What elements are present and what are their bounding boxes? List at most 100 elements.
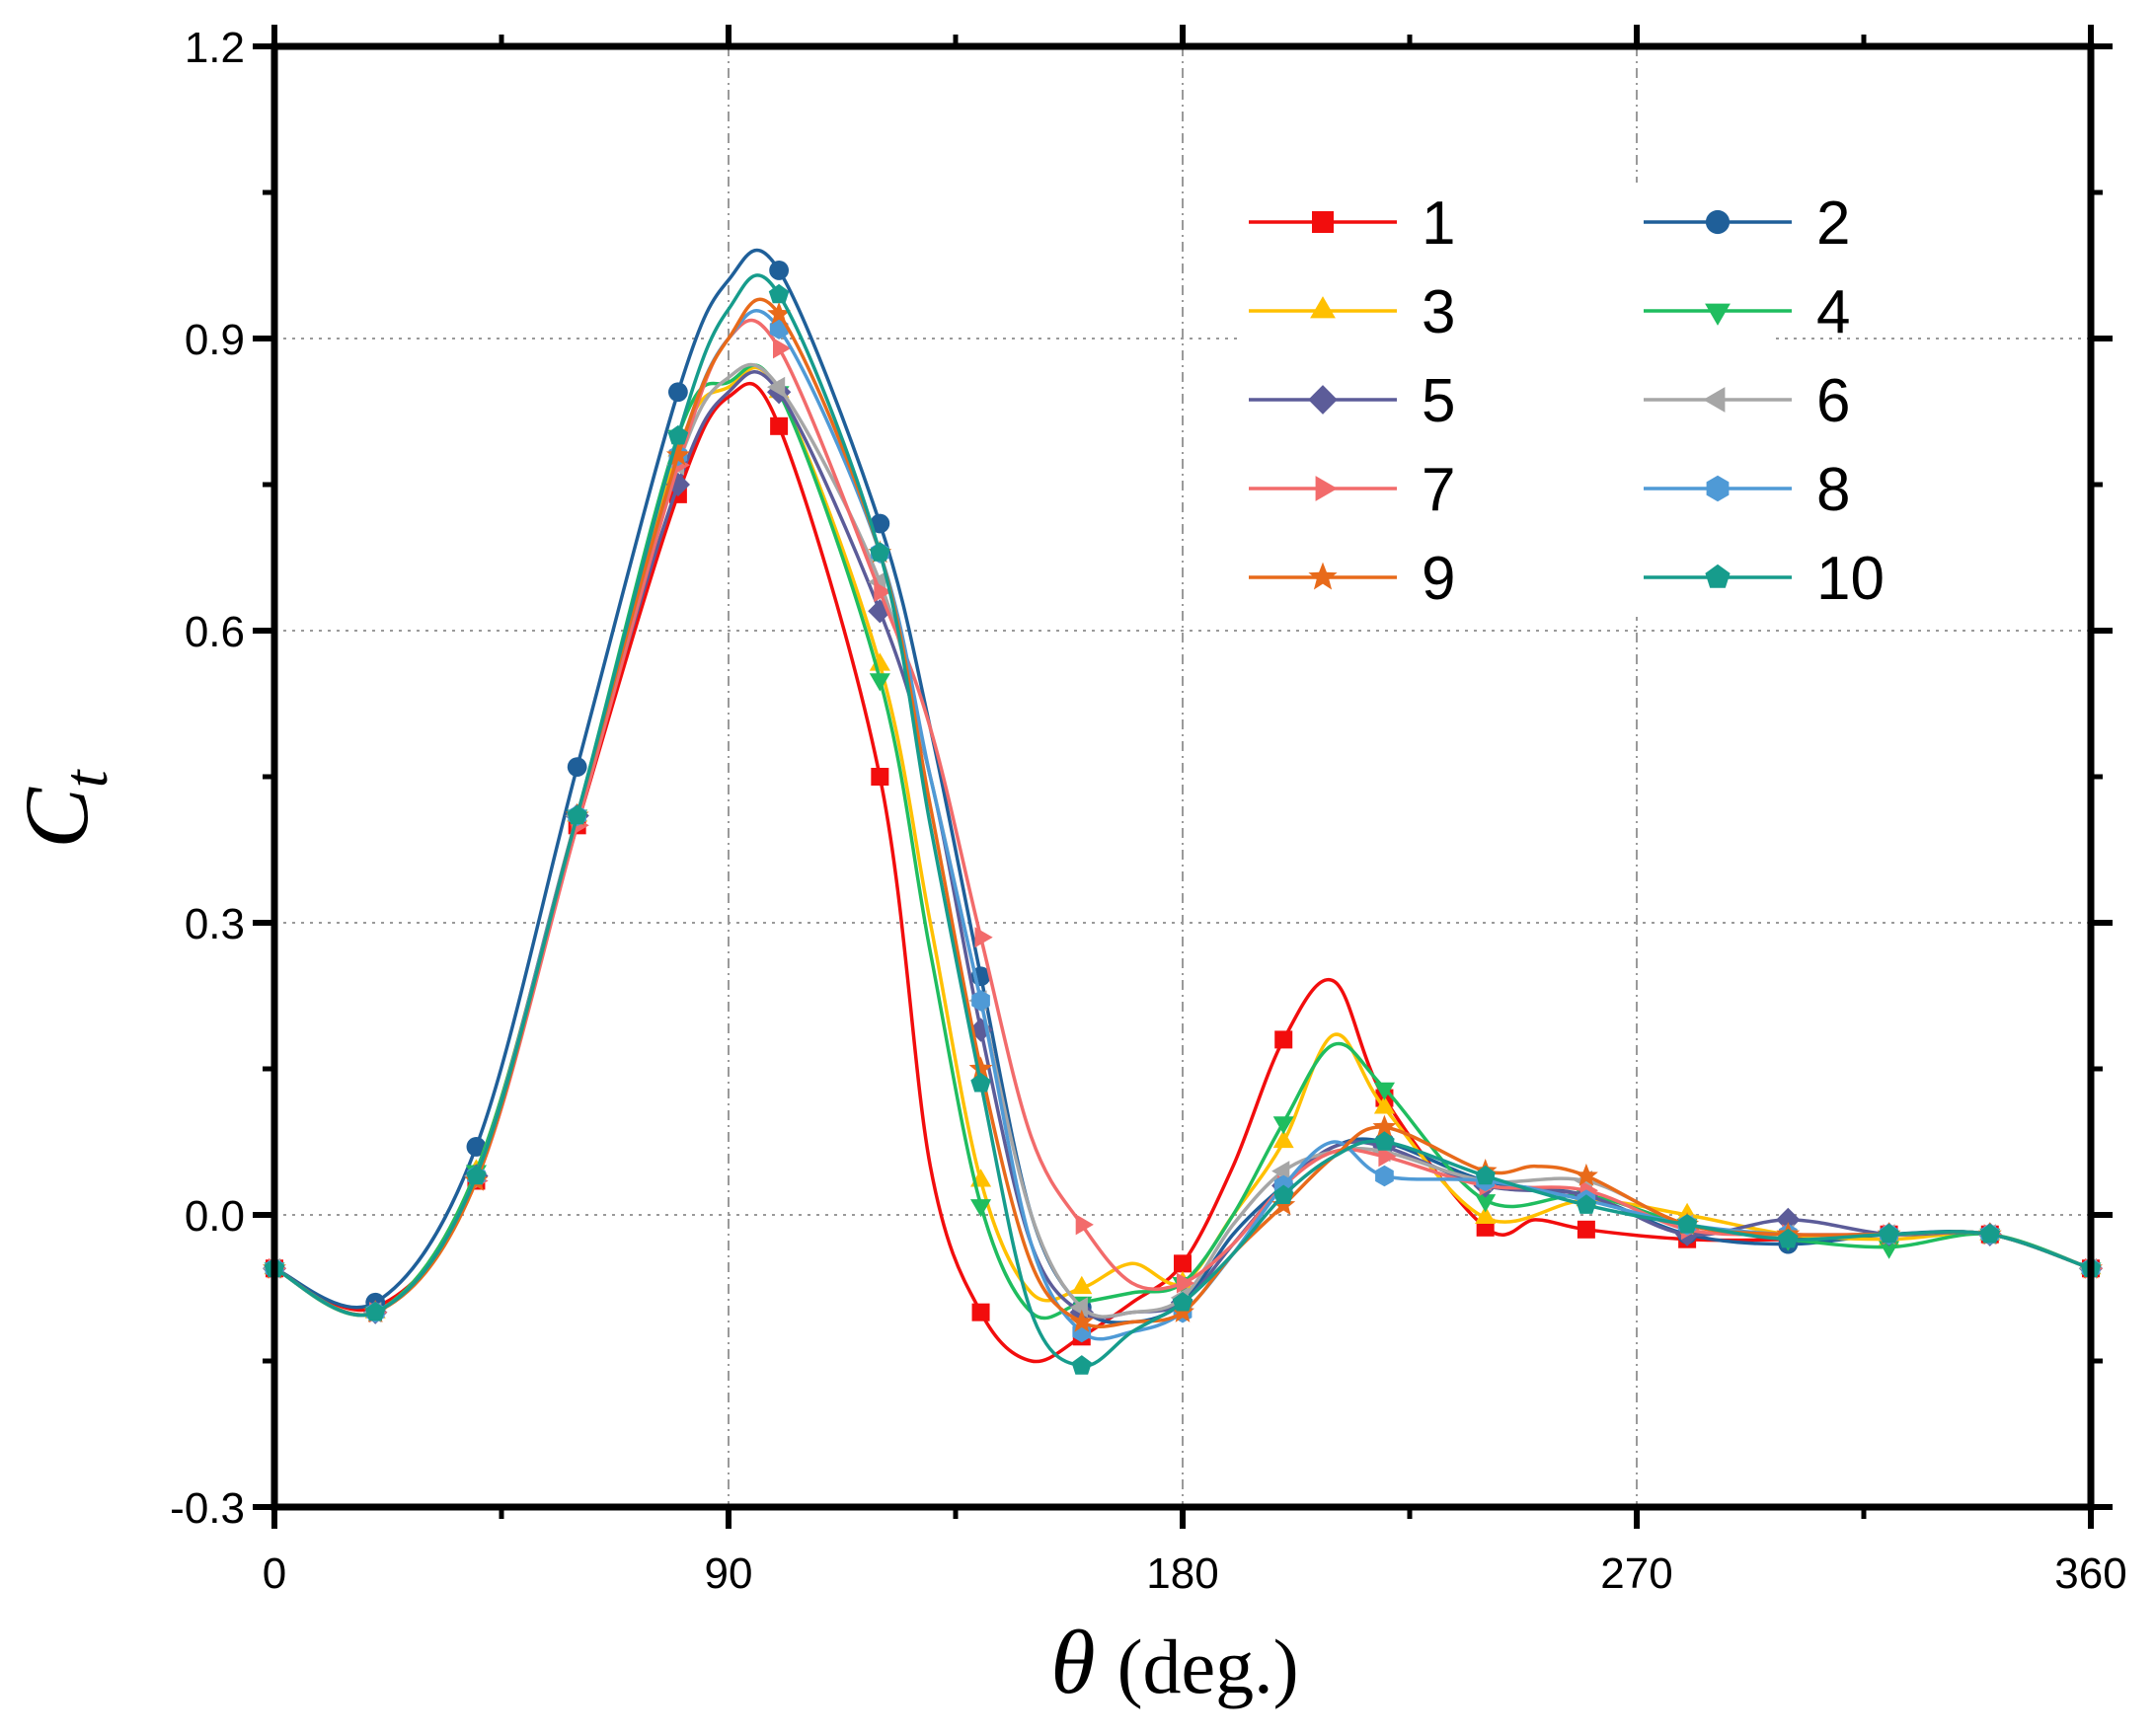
data-point-10 xyxy=(870,542,890,562)
data-point-10 xyxy=(1172,1292,1193,1312)
data-point-8 xyxy=(1375,1165,1394,1187)
data-point-1 xyxy=(1274,1030,1293,1049)
legend-label: 8 xyxy=(1816,456,1850,524)
data-point-10 xyxy=(667,424,689,445)
data-point-6 xyxy=(1069,1297,1088,1319)
legend-marker xyxy=(1705,564,1731,588)
data-point-3 xyxy=(1373,1095,1395,1114)
data-point-10 xyxy=(466,1165,487,1185)
x-tick-label: 360 xyxy=(2054,1549,2126,1598)
legend-item-7: 7 xyxy=(1249,456,1455,524)
data-point-7 xyxy=(1176,1272,1195,1294)
data-point-9 xyxy=(968,1056,993,1080)
data-point-10 xyxy=(365,1301,386,1321)
data-point-4 xyxy=(1373,1082,1395,1100)
legend-marker xyxy=(1312,211,1334,233)
legend-item-10: 10 xyxy=(1644,545,1885,613)
legend-item-1: 1 xyxy=(1249,189,1455,258)
y-axis-title: Ct xyxy=(6,768,120,848)
data-point-3 xyxy=(1272,1129,1294,1149)
data-point-10 xyxy=(768,283,790,304)
x-tick-label: 0 xyxy=(263,1549,286,1598)
data-point-2 xyxy=(870,513,890,534)
data-point-4 xyxy=(1879,1241,1900,1259)
data-point-7 xyxy=(1075,1214,1094,1236)
data-point-7 xyxy=(773,338,792,359)
x-tick-label: 270 xyxy=(1600,1549,1672,1598)
data-point-2 xyxy=(769,261,790,280)
y-tick-label: 0.0 xyxy=(185,1192,245,1241)
legend-marker xyxy=(1703,387,1726,413)
data-point-3 xyxy=(1071,1275,1093,1295)
data-point-10 xyxy=(1879,1223,1899,1244)
data-point-3 xyxy=(1475,1205,1497,1224)
x-axis-unit: (deg.) xyxy=(1117,1623,1299,1709)
legend-marker xyxy=(1705,209,1731,235)
y-tick-label: 0.3 xyxy=(185,900,245,948)
legend-marker xyxy=(1706,475,1730,502)
data-point-10 xyxy=(1071,1355,1092,1375)
legend-label: 4 xyxy=(1816,278,1850,346)
data-point-4 xyxy=(869,673,890,692)
legend-marker xyxy=(1705,303,1731,326)
data-point-6 xyxy=(767,376,786,398)
data-point-8 xyxy=(971,990,990,1012)
data-point-10 xyxy=(567,804,587,825)
y-axis-subscript: t xyxy=(50,768,120,788)
data-point-1 xyxy=(1577,1220,1595,1239)
data-point-10 xyxy=(1273,1184,1294,1204)
legend-marker xyxy=(1308,562,1338,590)
legend: 1 2 3 4 5 6 7 8 9 10 xyxy=(1239,183,1885,617)
data-point-9 xyxy=(767,301,792,325)
legend-label: 9 xyxy=(1422,545,1455,613)
series-line-10 xyxy=(273,273,2092,1368)
x-tick-label: 90 xyxy=(705,1549,753,1598)
data-point-4 xyxy=(1272,1116,1294,1135)
legend-marker xyxy=(1310,296,1336,319)
legend-item-8: 8 xyxy=(1644,456,1850,524)
legend-marker xyxy=(1315,476,1338,501)
data-point-2 xyxy=(567,757,587,778)
data-point-7 xyxy=(874,581,892,603)
y-axis-symbol: C xyxy=(6,787,107,849)
data-point-4 xyxy=(970,1199,992,1218)
x-axis-title: θ (deg.) xyxy=(1050,1612,1298,1712)
legend-label: 5 xyxy=(1422,367,1455,435)
data-point-10 xyxy=(1778,1228,1799,1248)
data-point-1 xyxy=(770,416,789,435)
series-10 xyxy=(264,273,2102,1375)
legend-item-2: 2 xyxy=(1644,189,1850,258)
legend-label: 2 xyxy=(1816,189,1850,258)
data-point-7 xyxy=(974,927,993,948)
data-point-4 xyxy=(1475,1194,1497,1213)
legend-label: 6 xyxy=(1816,367,1850,435)
data-point-1 xyxy=(971,1303,990,1321)
axes: 0 90 180 270 360 -0.3 0.0 0.3 0.6 0.9 1.2 xyxy=(170,24,2127,1598)
data-point-7 xyxy=(1378,1146,1397,1168)
y-tick-label: 1.2 xyxy=(185,24,245,72)
y-tick-label: 0.9 xyxy=(185,316,245,364)
data-point-5 xyxy=(665,472,690,497)
data-point-10 xyxy=(1374,1131,1395,1151)
legend-label: 10 xyxy=(1816,545,1885,613)
data-point-1 xyxy=(1174,1254,1192,1273)
x-tick-label: 180 xyxy=(1146,1549,1218,1598)
data-point-10 xyxy=(1475,1165,1496,1185)
data-point-2 xyxy=(466,1137,487,1157)
legend-item-3: 3 xyxy=(1249,278,1455,346)
data-point-9 xyxy=(665,442,690,466)
data-point-1 xyxy=(871,768,889,786)
data-point-2 xyxy=(667,382,688,403)
legend-label: 3 xyxy=(1422,278,1455,346)
legend-label: 1 xyxy=(1422,189,1455,258)
legend-item-5: 5 xyxy=(1249,367,1455,435)
data-point-9 xyxy=(1372,1114,1397,1138)
legend-item-9: 9 xyxy=(1249,545,1455,613)
legend-item-4: 4 xyxy=(1644,278,1850,346)
y-tick-label: -0.3 xyxy=(170,1484,245,1533)
data-point-10 xyxy=(1979,1223,2000,1244)
data-point-9 xyxy=(1574,1163,1598,1186)
data-point-10 xyxy=(1576,1194,1597,1214)
legend-item-6: 6 xyxy=(1644,367,1850,435)
